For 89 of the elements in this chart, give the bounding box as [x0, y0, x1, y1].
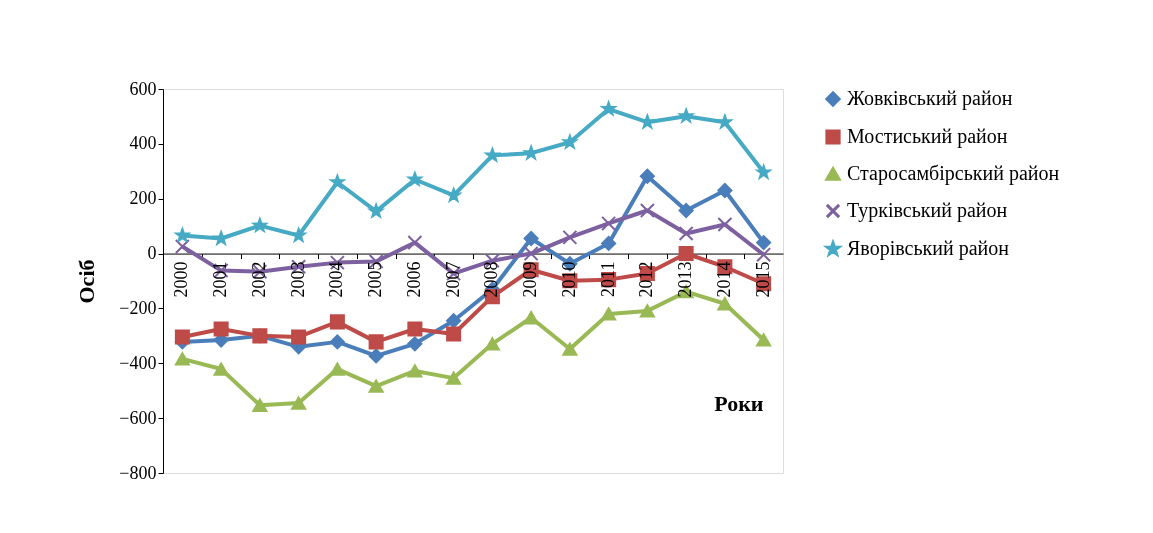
x-tick-label: 2006	[403, 261, 424, 298]
point	[368, 348, 384, 364]
point	[446, 313, 462, 329]
point	[717, 216, 733, 233]
point	[678, 202, 694, 219]
point	[601, 307, 617, 321]
x-tick-label: 2015	[752, 261, 773, 298]
x-tick-label: 2001	[210, 261, 231, 298]
point	[640, 114, 655, 129]
point	[213, 230, 229, 245]
point	[523, 230, 539, 246]
x-tick-label: 2002	[248, 261, 269, 298]
legend-label: Мостиський район	[847, 125, 1008, 148]
y-tick-label: 600	[129, 78, 157, 99]
point	[562, 229, 578, 245]
point	[407, 172, 423, 186]
x-tick-label: 2013	[675, 261, 696, 298]
point	[756, 247, 772, 263]
point	[678, 246, 694, 262]
point	[678, 108, 694, 123]
point	[484, 337, 500, 351]
point	[523, 311, 539, 325]
point	[485, 147, 500, 162]
point	[756, 164, 771, 179]
point	[678, 226, 694, 242]
point	[407, 364, 423, 378]
point	[213, 321, 229, 337]
point	[717, 182, 733, 198]
point	[407, 235, 423, 251]
x-tick-label: 2011	[597, 261, 618, 297]
point	[601, 101, 616, 116]
y-tick-label: −600	[119, 407, 157, 428]
point	[252, 218, 268, 232]
y-axis-title: Осіб	[74, 259, 100, 304]
point	[756, 333, 772, 347]
legend-label: Старосамбірський район	[847, 162, 1060, 185]
x-tick-label: 2003	[287, 261, 308, 298]
point	[252, 398, 268, 412]
x-tick-label: 2009	[520, 261, 541, 298]
point	[368, 334, 384, 350]
point	[562, 342, 578, 356]
y-tick-label: 200	[129, 188, 157, 209]
point	[446, 371, 462, 385]
point	[407, 321, 423, 337]
x-tick-label: 2004	[326, 261, 347, 298]
point	[291, 396, 307, 410]
point	[174, 238, 190, 254]
point	[639, 168, 655, 184]
point	[213, 362, 229, 376]
point	[368, 379, 384, 393]
x-tick-label: 2012	[636, 261, 657, 298]
y-tick-label: −200	[119, 297, 157, 318]
legend-label: Яворівський район	[847, 237, 1010, 260]
point	[562, 134, 578, 149]
point	[291, 329, 307, 345]
legend-label: Турківський район	[847, 199, 1008, 222]
x-axis-title: Роки	[714, 391, 764, 417]
point	[329, 314, 345, 330]
point	[407, 336, 423, 352]
point	[329, 334, 345, 350]
point	[756, 235, 772, 251]
point	[717, 114, 733, 129]
point	[174, 352, 190, 366]
x-tick-label: 2008	[481, 261, 502, 298]
y-tick-label: 400	[129, 133, 157, 154]
point	[291, 227, 306, 242]
point	[601, 215, 617, 231]
point	[523, 246, 539, 262]
point	[330, 174, 345, 189]
y-tick-label: −800	[119, 462, 157, 483]
point	[639, 304, 655, 318]
x-tick-label: 2014	[713, 261, 734, 298]
x-tick-label: 2010	[558, 261, 579, 298]
point	[523, 145, 539, 160]
point	[446, 326, 462, 342]
x-tick-label: 2005	[365, 261, 386, 298]
point	[329, 362, 345, 376]
point	[639, 202, 655, 219]
legend-label: Жовківський район	[847, 87, 1013, 110]
y-tick-label: −400	[119, 352, 157, 373]
x-tick-label: 2000	[171, 261, 192, 298]
y-tick-label: 0	[147, 243, 157, 264]
point	[368, 203, 384, 218]
point	[175, 227, 190, 242]
point	[717, 297, 733, 311]
point	[174, 329, 190, 345]
point	[601, 235, 617, 251]
x-tick-label: 2007	[442, 261, 463, 298]
point	[446, 187, 461, 202]
